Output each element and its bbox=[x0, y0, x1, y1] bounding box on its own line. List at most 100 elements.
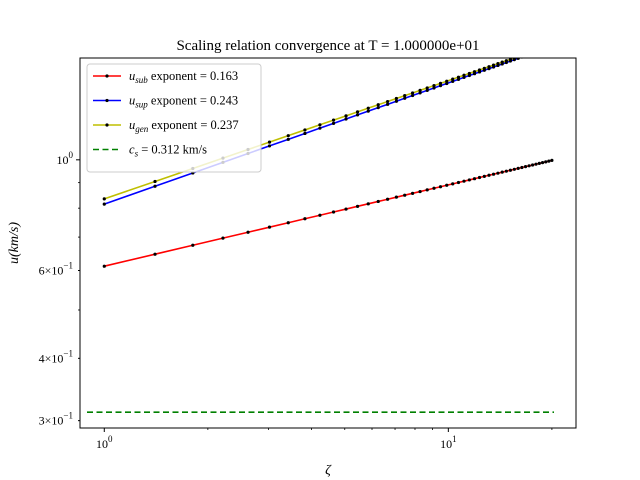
series-line-gen bbox=[104, 58, 517, 200]
data-point bbox=[318, 126, 322, 130]
legend-box bbox=[86, 63, 262, 173]
data-point bbox=[403, 193, 407, 197]
data-point bbox=[438, 84, 443, 88]
y-tick-label: 100 bbox=[57, 150, 74, 167]
data-point bbox=[286, 221, 290, 225]
data-point bbox=[366, 106, 370, 110]
data-point bbox=[491, 172, 496, 176]
data-point bbox=[425, 88, 429, 92]
legend-label: ugen exponent = 0.237 bbox=[129, 118, 239, 134]
data-point bbox=[537, 161, 541, 165]
x-tick-label: 101 bbox=[440, 434, 457, 451]
data-point bbox=[344, 114, 348, 118]
data-point bbox=[534, 49, 537, 52]
data-point bbox=[547, 45, 550, 48]
data-point bbox=[432, 83, 436, 88]
data-point bbox=[403, 94, 407, 98]
data-point bbox=[418, 91, 422, 95]
data-point bbox=[528, 53, 531, 56]
data-point bbox=[445, 79, 449, 83]
data-point bbox=[456, 75, 461, 79]
data-point bbox=[531, 52, 534, 55]
data-point bbox=[482, 66, 486, 70]
data-point bbox=[286, 137, 290, 141]
data-point bbox=[491, 63, 496, 67]
data-point bbox=[445, 81, 449, 86]
series-gen bbox=[102, 43, 553, 201]
data-point bbox=[516, 166, 520, 170]
data-point bbox=[547, 159, 551, 163]
y-tick-label: 4×10−1 bbox=[39, 348, 73, 365]
series-line-sup bbox=[104, 58, 522, 205]
data-point bbox=[394, 96, 398, 101]
data-point bbox=[520, 165, 524, 170]
data-point bbox=[153, 184, 157, 188]
data-point bbox=[472, 70, 477, 74]
legend-item: usup exponent = 0.243 bbox=[93, 94, 238, 110]
x-axis-label: ζ bbox=[325, 463, 332, 478]
data-point bbox=[462, 73, 466, 77]
data-point bbox=[472, 177, 477, 181]
y-tick-label: 6×10−1 bbox=[39, 260, 73, 277]
legend-label: usup exponent = 0.243 bbox=[129, 94, 238, 110]
series-layer bbox=[87, 43, 554, 413]
data-point bbox=[153, 252, 157, 256]
data-point bbox=[331, 121, 336, 125]
legend-label: usub exponent = 0.163 bbox=[129, 69, 238, 85]
data-point bbox=[432, 86, 436, 90]
legend-item: usub exponent = 0.163 bbox=[93, 69, 238, 85]
data-point bbox=[547, 46, 550, 49]
data-point bbox=[418, 189, 422, 194]
data-point bbox=[267, 225, 272, 229]
data-point bbox=[394, 99, 398, 103]
data-point bbox=[487, 65, 491, 69]
data-point bbox=[451, 182, 455, 186]
legend: usub exponent = 0.163 usup exponent = 0.2… bbox=[86, 63, 262, 173]
data-point bbox=[538, 49, 541, 52]
data-point bbox=[496, 62, 500, 66]
data-point bbox=[523, 165, 528, 169]
data-point bbox=[451, 79, 455, 83]
data-point bbox=[550, 43, 553, 46]
data-point bbox=[286, 134, 290, 138]
data-point bbox=[527, 164, 531, 168]
data-point bbox=[102, 197, 106, 201]
data-point bbox=[550, 45, 553, 48]
data-point bbox=[191, 243, 195, 247]
data-point bbox=[541, 47, 544, 50]
data-point bbox=[376, 106, 380, 110]
data-point bbox=[303, 131, 307, 136]
data-point bbox=[331, 210, 336, 214]
legend-item: ugen exponent = 0.237 bbox=[93, 118, 239, 134]
data-point bbox=[418, 88, 422, 92]
data-point bbox=[500, 170, 504, 174]
data-point bbox=[246, 230, 250, 234]
data-point bbox=[385, 99, 390, 104]
data-point bbox=[528, 51, 531, 54]
data-point bbox=[102, 264, 106, 268]
data-point bbox=[540, 161, 545, 165]
data-point bbox=[425, 188, 429, 192]
legend-marker bbox=[105, 123, 109, 127]
data-point bbox=[410, 191, 415, 195]
data-point bbox=[267, 140, 272, 144]
data-point bbox=[355, 110, 360, 114]
data-point bbox=[531, 50, 534, 53]
data-point bbox=[504, 59, 508, 63]
plot-frame bbox=[79, 57, 577, 429]
data-point bbox=[500, 60, 504, 64]
data-point bbox=[318, 123, 322, 127]
x-tick-label: 100 bbox=[96, 434, 113, 451]
y-tick-label: 3×10−1 bbox=[39, 411, 73, 428]
legend-item: cs = 0.312 km/s bbox=[93, 143, 207, 159]
data-point bbox=[477, 68, 482, 72]
data-point bbox=[385, 197, 390, 201]
data-point bbox=[385, 102, 390, 106]
series-sub bbox=[102, 158, 554, 268]
data-point bbox=[482, 174, 486, 178]
data-point bbox=[467, 71, 471, 76]
data-point bbox=[467, 178, 471, 182]
data-point bbox=[456, 180, 461, 185]
data-point bbox=[376, 103, 380, 107]
